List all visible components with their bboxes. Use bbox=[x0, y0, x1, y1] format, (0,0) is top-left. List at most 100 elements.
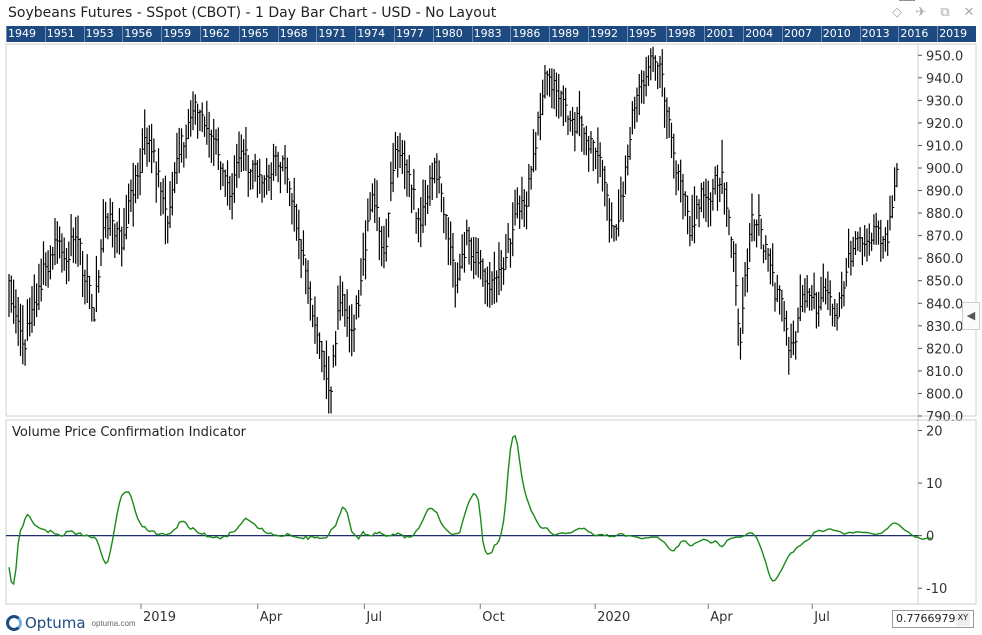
navigator-separator bbox=[316, 26, 318, 42]
price-y-tick-label: 940.0 bbox=[926, 72, 963, 87]
optuma-logo: Optuma optuma.com bbox=[6, 614, 136, 632]
navigator-year[interactable]: 1971 bbox=[318, 27, 347, 40]
optuma-logo-icon bbox=[6, 615, 22, 631]
navigator-year[interactable]: 1995 bbox=[628, 27, 657, 40]
price-y-tick-label: 840.0 bbox=[926, 297, 963, 312]
navigator-year[interactable]: 1977 bbox=[396, 27, 424, 40]
navigator-year[interactable]: 1992 bbox=[590, 27, 618, 40]
navigator-year[interactable]: 2016 bbox=[900, 27, 929, 40]
navigator-year[interactable]: 2013 bbox=[861, 27, 890, 40]
navigator-separator bbox=[820, 26, 822, 42]
navigator-year[interactable]: 1959 bbox=[163, 27, 192, 40]
navigator-separator bbox=[161, 26, 163, 42]
navigator-separator bbox=[743, 26, 745, 42]
logo-site: optuma.com bbox=[91, 618, 136, 628]
x-axis-tick-label: Jul bbox=[365, 610, 382, 625]
indicator-panel: Volume Price Confirmation Indicator 20 10 0… bbox=[5, 419, 977, 625]
navigator-year[interactable]: 2001 bbox=[706, 27, 735, 40]
price-y-tick-label: 860.0 bbox=[926, 252, 963, 267]
navigator-year[interactable]: 1983 bbox=[473, 27, 502, 40]
navigator-year[interactable]: 1953 bbox=[85, 27, 114, 40]
navigator-separator bbox=[704, 26, 706, 42]
navigator-separator bbox=[588, 26, 589, 42]
navigator-year[interactable]: 1989 bbox=[551, 27, 580, 40]
navigator-separator bbox=[937, 26, 939, 42]
x-axis-tick-label: 2019 bbox=[143, 610, 176, 625]
navigator-separator bbox=[122, 26, 124, 42]
price-y-tick-label: 930.0 bbox=[926, 94, 963, 109]
price-y-tick-label: 830.0 bbox=[926, 320, 963, 335]
price-y-tick-label: 950.0 bbox=[926, 49, 963, 64]
navigator-year[interactable]: 1968 bbox=[279, 27, 308, 40]
navigator-year[interactable]: 1974 bbox=[357, 27, 386, 40]
indicator-y-tick-label: 0 bbox=[926, 530, 934, 545]
logo-text: Optuma bbox=[25, 614, 86, 632]
navigator-year[interactable]: 2019 bbox=[939, 27, 968, 40]
close-icon[interactable]: ✕ bbox=[963, 4, 975, 19]
navigator-year[interactable]: 1965 bbox=[240, 27, 269, 40]
navigator-separator bbox=[898, 26, 900, 42]
x-axis-tick-label: Apr bbox=[710, 610, 733, 625]
navigator-separator bbox=[549, 26, 551, 42]
indicator-y-tick-label: 20 bbox=[926, 425, 943, 440]
indicator-panel-frame bbox=[5, 419, 977, 605]
window-titlebar: Soybeans Futures - SSpot (CBOT) - 1 Day … bbox=[0, 0, 982, 26]
navigator-year[interactable]: 1949 bbox=[8, 27, 36, 40]
navigator-year[interactable]: 1986 bbox=[512, 27, 541, 40]
navigator-separator bbox=[782, 26, 783, 42]
price-panel: 950.0 940.0 930.0 920.0 910.0 900.0 890.0 880.0… bbox=[5, 0, 977, 604]
indicator-line bbox=[8, 434, 932, 586]
navigator-separator bbox=[665, 26, 667, 42]
navigator-year[interactable]: 1980 bbox=[434, 27, 463, 40]
navigator-year[interactable]: 1998 bbox=[667, 27, 696, 40]
price-y-tick-label: 790.0 bbox=[926, 410, 963, 425]
cursor-mode[interactable]: XY bbox=[955, 612, 970, 626]
price-y-tick-label: 870.0 bbox=[926, 230, 963, 245]
navigator-separator bbox=[83, 26, 85, 42]
price-y-tick-label: 910.0 bbox=[926, 139, 963, 154]
navigator-separator bbox=[6, 26, 7, 42]
restore-icon[interactable]: ⧉ bbox=[940, 4, 950, 19]
navigator-separator bbox=[44, 26, 46, 42]
window-title: Soybeans Futures - SSpot (CBOT) - 1 Day … bbox=[8, 5, 497, 21]
indicator-y-tick-label: 10 bbox=[926, 477, 943, 492]
pin-icon[interactable]: ✈ bbox=[915, 4, 927, 19]
price-panel-frame bbox=[5, 43, 977, 417]
cursor-value: 0.7766979 bbox=[896, 612, 956, 625]
navigator-separator bbox=[200, 26, 201, 42]
collapse-panel-button[interactable]: ◀ bbox=[962, 302, 980, 330]
navigator-separator bbox=[355, 26, 357, 42]
footer: Optuma optuma.com bbox=[0, 605, 982, 635]
navigator-separator bbox=[432, 26, 434, 42]
navigator-separator bbox=[471, 26, 473, 42]
x-axis-tick-label: Apr bbox=[260, 610, 283, 625]
price-y-tick-label: 810.0 bbox=[926, 365, 963, 380]
price-y-tick-label: 800.0 bbox=[926, 387, 963, 402]
price-y-tick-label: 850.0 bbox=[926, 275, 963, 290]
navigator-year[interactable]: 1962 bbox=[202, 27, 230, 40]
indicator-y-tick-label: -10 bbox=[926, 582, 947, 597]
navigator-year[interactable]: 2004 bbox=[745, 27, 774, 40]
navigator-year[interactable]: 2010 bbox=[822, 27, 851, 40]
navigator-year[interactable]: 1956 bbox=[124, 27, 153, 40]
cursor-value-box[interactable]: 0.7766979 XY bbox=[892, 610, 974, 628]
navigator-separator bbox=[626, 26, 628, 42]
navigator-year[interactable]: 2007 bbox=[784, 27, 812, 40]
price-y-tick-label: 880.0 bbox=[926, 207, 963, 222]
price-y-tick-label: 900.0 bbox=[926, 162, 963, 177]
x-axis-tick-label: Oct bbox=[482, 610, 504, 625]
price-y-tick-label: 890.0 bbox=[926, 185, 963, 200]
price-y-tick-label: 920.0 bbox=[926, 117, 963, 132]
navigator-separator bbox=[277, 26, 279, 42]
navigator-separator bbox=[394, 26, 395, 42]
navigator-separator bbox=[859, 26, 861, 42]
x-axis-tick-label: Jul bbox=[813, 610, 830, 625]
indicator-title: Volume Price Confirmation Indicator bbox=[12, 425, 247, 440]
navigator-year[interactable]: 1951 bbox=[46, 27, 75, 40]
timeline-navigator[interactable]: 1949 1951 1953 1956 1959 1962 1965 1968 1971 1974… bbox=[6, 26, 976, 42]
price-y-tick-label: 820.0 bbox=[926, 342, 963, 357]
navigator-separator bbox=[238, 26, 240, 42]
navigator-separator bbox=[510, 26, 512, 42]
diamond-icon[interactable]: ◇ bbox=[892, 4, 902, 19]
